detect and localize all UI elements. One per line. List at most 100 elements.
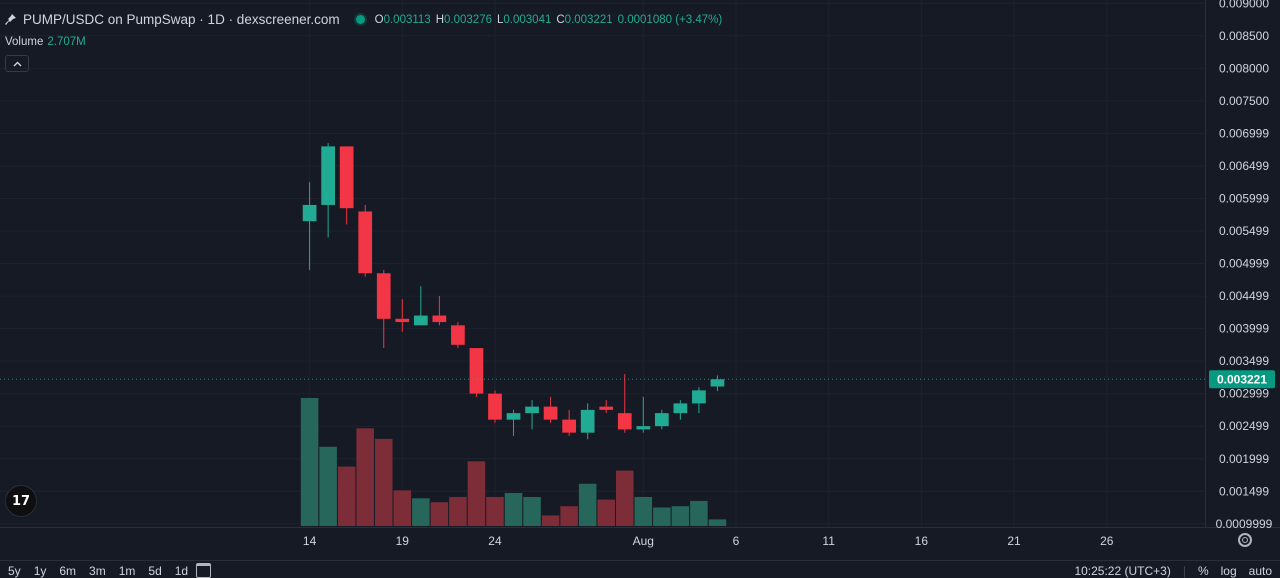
settings-gear-icon[interactable] — [1238, 533, 1252, 547]
candle[interactable] — [376, 270, 391, 349]
candle-body — [413, 315, 428, 326]
volume-bar — [467, 461, 486, 526]
volume-bar — [412, 498, 430, 526]
collapse-legend-button[interactable] — [5, 55, 29, 72]
candle[interactable] — [469, 348, 484, 397]
price-tick-label: 0.008000 — [1219, 61, 1269, 75]
time-tick-label: 24 — [488, 534, 502, 548]
scale-options: 10:25:22 (UTC+3) | % log auto — [1074, 564, 1272, 578]
time-tick-label: 11 — [822, 534, 835, 548]
clock-time[interactable]: 10:25:22 (UTC+3) — [1074, 564, 1171, 578]
candle-body — [654, 413, 669, 427]
candle-body — [432, 315, 447, 323]
candle-body — [525, 406, 539, 414]
range-button-1m[interactable]: 1m — [118, 564, 136, 578]
volume-bar — [393, 490, 412, 526]
candle-body — [710, 379, 725, 387]
candle-body — [617, 413, 632, 430]
candle-body — [302, 204, 317, 222]
candle[interactable] — [580, 403, 595, 440]
candle[interactable] — [395, 299, 410, 332]
candle[interactable] — [636, 396, 651, 433]
last-price-label: 0.003221 — [1217, 373, 1267, 387]
volume-bars — [300, 397, 727, 526]
candle[interactable] — [562, 409, 576, 436]
candle[interactable] — [451, 322, 465, 349]
range-button-1y[interactable]: 1y — [33, 564, 47, 578]
candlestick-series — [302, 143, 725, 440]
high-key: H — [435, 13, 445, 26]
last-price-badge — [1209, 370, 1275, 389]
candle[interactable] — [321, 143, 335, 238]
price-tick-label: 0.004499 — [1219, 289, 1269, 303]
price-tick-label: 0.001999 — [1219, 452, 1269, 466]
price-axis: 0.009000 0.008500 0.008000 0.007500 0.006999… — [1216, 0, 1273, 531]
volume-value: 2.707M — [47, 36, 86, 48]
last-price-line: 0.003221 — [0, 370, 1275, 389]
candle[interactable] — [525, 400, 539, 430]
time-tick-label: 6 — [733, 534, 740, 548]
volume-bar — [541, 515, 560, 526]
pin-icon — [5, 14, 16, 25]
ohlc-values: O0.003113 H0.003276 L0.003041 C0.003221 … — [375, 14, 723, 26]
close-value: 0.003221 — [564, 13, 613, 26]
volume-bar — [374, 438, 393, 526]
candle[interactable] — [673, 400, 688, 420]
candle-body — [358, 211, 373, 274]
range-button-5y[interactable]: 5y — [8, 564, 21, 578]
range-button-5d[interactable]: 5d — [148, 564, 162, 578]
chevron-up-icon — [13, 61, 21, 66]
candle[interactable] — [506, 409, 521, 436]
volume-bar — [449, 496, 467, 526]
candle[interactable] — [692, 387, 706, 414]
range-button-3m[interactable]: 3m — [89, 564, 106, 578]
time-axis: 14 19 24 Aug 6 11 16 21 26 — [303, 534, 1114, 548]
price-tick-label: 0.009000 — [1219, 0, 1269, 10]
candle[interactable] — [413, 286, 428, 326]
chart-grid — [0, 0, 1280, 528]
calendar-icon[interactable] — [196, 563, 211, 578]
candle[interactable] — [599, 400, 614, 414]
candle-body — [376, 273, 391, 319]
candle[interactable] — [339, 146, 354, 225]
candle-body — [543, 406, 558, 420]
tradingview-logo-icon[interactable]: 17 — [5, 485, 37, 517]
auto-toggle[interactable]: auto — [1248, 564, 1272, 578]
volume-bar — [671, 506, 690, 526]
price-tick-label: 0.002999 — [1219, 387, 1269, 401]
price-chart[interactable]: 0.003221 0.009000 0.008500 0.008000 0.00750… — [0, 0, 1280, 560]
range-button-1d[interactable]: 1d — [174, 564, 189, 578]
price-tick-label: 0.003999 — [1219, 322, 1269, 336]
volume-bar — [578, 483, 597, 526]
volume-bar — [504, 493, 523, 526]
candle[interactable] — [654, 409, 669, 430]
volume-bar — [560, 506, 578, 526]
volume-bar — [356, 428, 374, 526]
candle-body — [562, 419, 576, 433]
candle-body — [673, 403, 688, 414]
candle[interactable] — [488, 390, 502, 423]
candle[interactable] — [710, 375, 725, 392]
range-button-6m[interactable]: 6m — [59, 564, 77, 578]
candle-body — [469, 348, 484, 394]
price-tick-label: 0.006499 — [1219, 159, 1269, 173]
candle[interactable] — [543, 396, 558, 423]
candle-body — [692, 390, 706, 404]
volume-bar — [319, 446, 337, 526]
divider: | — [1182, 564, 1186, 578]
candle[interactable] — [617, 374, 632, 433]
candle[interactable] — [432, 296, 447, 326]
log-toggle[interactable]: log — [1220, 564, 1237, 578]
symbol-title[interactable]: PUMP/USDC on PumpSwap · 1D · dexscreener… — [23, 12, 340, 27]
volume-bar — [690, 500, 708, 526]
volume-bar — [597, 499, 615, 526]
time-tick-label: 14 — [303, 534, 317, 548]
range-buttons: 5y 1y 6m 3m 1m 5d 1d — [8, 564, 188, 578]
percent-toggle[interactable]: % — [1197, 564, 1209, 578]
candle[interactable] — [358, 204, 373, 277]
price-tick-label: 0.006999 — [1219, 126, 1269, 140]
change-value: 0.0001080 (+3.47%) — [617, 13, 723, 26]
candle[interactable] — [302, 182, 317, 271]
volume-bar — [615, 470, 634, 526]
price-tick-label: 0.007500 — [1219, 94, 1269, 108]
